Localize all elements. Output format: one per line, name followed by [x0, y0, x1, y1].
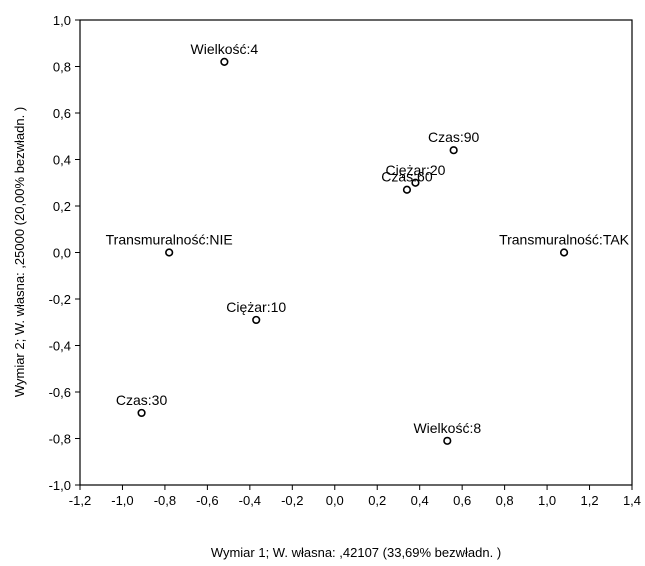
x-tick-label: 0,4 [411, 493, 429, 508]
y-tick-label: -0,6 [49, 385, 71, 400]
y-tick-label: 0,2 [53, 199, 71, 214]
y-tick-label: -0,8 [49, 432, 71, 447]
plot-area-frame [79, 19, 633, 486]
data-point-label: Czas:30 [116, 392, 168, 408]
x-tick-label: 1,4 [623, 493, 641, 508]
data-point-marker [220, 57, 229, 66]
data-point-marker [402, 185, 412, 194]
data-point-marker [137, 408, 146, 418]
y-tick-label: -0,4 [49, 339, 71, 354]
x-tick-label: -1,2 [69, 493, 91, 508]
data-point-marker [443, 436, 452, 445]
y-axis-title: Wymiar 2; W. własna: ,25000 (20,00% bezw… [12, 107, 27, 397]
data-point-marker [449, 146, 458, 155]
x-tick-label: 0,8 [496, 493, 514, 508]
x-axis-title: Wymiar 1; W. własna: ,42107 (33,69% bezw… [211, 545, 501, 560]
data-point-label: Wielkość:4 [191, 41, 259, 57]
x-tick-label: -0,4 [239, 493, 261, 508]
y-tick-label: 0,6 [53, 106, 71, 121]
data-point-label: Ciężar:10 [226, 299, 286, 315]
x-tick-label: -0,8 [154, 493, 176, 508]
x-tick-label: 1,2 [580, 493, 598, 508]
data-point-label: Ciężar:20 [385, 162, 445, 178]
data-point-marker [252, 315, 261, 325]
y-axis: -1,0 -0,8 -0,6 -0,4 -0,2 0,0 0,2 0,4 0,6 0,8 1,0 [49, 13, 80, 493]
data-point-label: Transmuralność:NIE [106, 232, 233, 248]
y-tick-label: -0,2 [49, 292, 71, 307]
data-point-label: Czas:90 [428, 129, 480, 145]
y-tick-label: 0,0 [53, 246, 71, 261]
x-axis: -1,2 -1,0 -0,8 -0,6 -0,4 -0,2 0,0 0,2 0,4 0,6 0,8 1… [69, 485, 641, 508]
data-point-label: Czas:60 [381, 169, 433, 185]
y-tick-label: 1,0 [53, 13, 71, 28]
data-point-label: Transmuralność:TAK [499, 232, 630, 248]
data-point-marker [411, 178, 420, 187]
x-tick-label: 1,0 [538, 493, 556, 508]
x-tick-label: 0,6 [453, 493, 471, 508]
x-tick-label: 0,0 [326, 493, 344, 508]
y-tick-label: -1,0 [49, 478, 71, 493]
y-tick-label: 0,8 [53, 60, 71, 75]
data-point-marker [559, 248, 569, 257]
data-point-marker [165, 248, 174, 257]
y-tick-label: 0,4 [53, 153, 71, 168]
x-tick-label: -1,0 [111, 493, 133, 508]
data-point-label: Wielkość:8 [413, 420, 481, 436]
x-tick-label: 0,2 [368, 493, 386, 508]
x-tick-label: -0,2 [281, 493, 303, 508]
x-tick-label: -0,6 [196, 493, 218, 508]
